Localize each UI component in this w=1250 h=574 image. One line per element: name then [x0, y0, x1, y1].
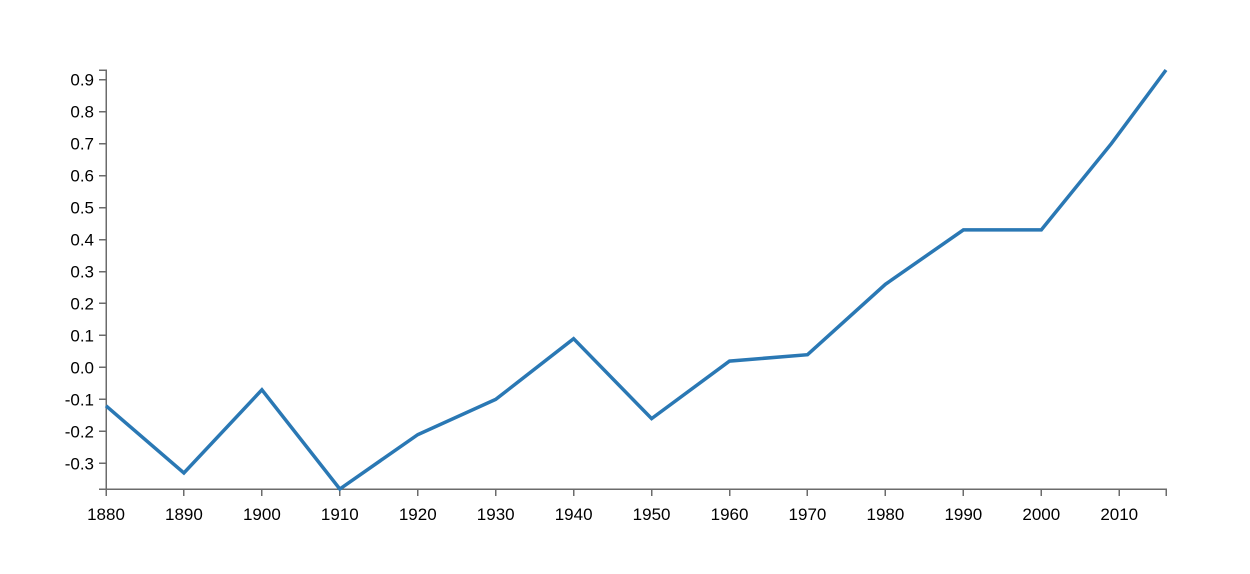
x-tick-label: 1900	[243, 505, 281, 524]
x-tick-label: 1950	[633, 505, 671, 524]
y-tick-label: 0.5	[70, 199, 94, 218]
x-tick-label: 2000	[1022, 505, 1060, 524]
x-tick-label: 1910	[321, 505, 359, 524]
y-tick-label: 0.1	[70, 326, 94, 345]
x-tick-label: 1970	[789, 505, 827, 524]
y-axis-line	[99, 69, 107, 490]
plot-area: 1880 1890 1900 1910 1920 1930 1940 1950 1960 1970…	[65, 68, 1168, 524]
y-tick-label: -0.3	[65, 454, 94, 473]
x-tick-label: 1930	[477, 505, 515, 524]
y-tick-label: 0.3	[70, 263, 94, 282]
y-axis: 0.9 0.8 0.7 0.6 0.5 0.4 0.3 0.2 0.1 0.0 -0.1 -0.2 -0…	[65, 69, 107, 490]
y-tick-label: 0.2	[70, 294, 94, 313]
y-tick-label: 0.8	[70, 103, 94, 122]
series-layer	[104, 68, 1168, 492]
x-tick-label: 1980	[866, 505, 904, 524]
x-tick-label: 2010	[1100, 505, 1138, 524]
y-tick-label: 0.6	[70, 167, 94, 186]
x-tick-label: 1940	[555, 505, 593, 524]
series-line	[104, 68, 1168, 492]
x-tick-label: 1960	[711, 505, 749, 524]
x-tick-label: 1920	[399, 505, 437, 524]
y-tick-label: -0.2	[65, 422, 94, 441]
x-tick-label: 1990	[944, 505, 982, 524]
y-tick-label: 0.7	[70, 135, 94, 154]
x-tick-label: 1880	[87, 505, 125, 524]
y-tick-label: 0.0	[70, 358, 94, 377]
x-tick-label: 1890	[165, 505, 203, 524]
y-tick-label: 0.4	[70, 231, 94, 250]
x-axis-line	[105, 488, 1167, 496]
y-tick-label: -0.1	[65, 390, 94, 409]
x-axis: 1880 1890 1900 1910 1920 1930 1940 1950 1960 1970…	[87, 488, 1167, 524]
y-tick-label: 0.9	[70, 71, 94, 90]
